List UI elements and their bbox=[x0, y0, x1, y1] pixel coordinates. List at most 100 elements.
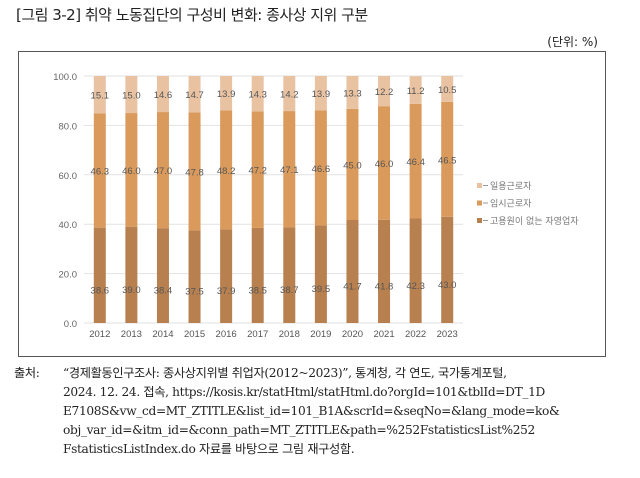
bar-segment bbox=[283, 76, 296, 112]
bar-segment bbox=[188, 76, 201, 113]
bar-segment bbox=[441, 76, 454, 102]
bar-segment bbox=[409, 76, 422, 104]
x-tick-label: 2015 bbox=[184, 329, 205, 340]
source-note: 출처: “경제활동인구조사: 종사상지위별 취업자(2012~2023)”, 통… bbox=[14, 364, 560, 459]
bar-segment bbox=[378, 106, 391, 220]
data-label: 13.9 bbox=[217, 89, 236, 100]
bar-segment bbox=[156, 228, 169, 323]
bar-segment bbox=[409, 218, 422, 323]
data-label: 43.0 bbox=[438, 280, 457, 291]
data-label: 41.8 bbox=[375, 281, 394, 292]
data-label: 13.3 bbox=[343, 88, 362, 99]
bar-segment bbox=[125, 113, 138, 227]
legend-label: 일용근로자 bbox=[490, 181, 532, 192]
data-label: 48.2 bbox=[217, 166, 236, 177]
source-line: obj_var_id=&itm_id=&conn_path=MT_ZTITLE&… bbox=[63, 423, 535, 437]
source-line: “경제활동인구조사: 종사상지위별 취업자(2012~2023)”, 통계청, … bbox=[63, 366, 507, 380]
bar-segment bbox=[220, 76, 233, 111]
y-tick-label: 60.0 bbox=[59, 171, 78, 182]
data-label: 39.5 bbox=[312, 284, 331, 295]
bar-segment bbox=[314, 76, 327, 111]
data-label: 47.1 bbox=[280, 165, 299, 176]
y-tick-label: 100.0 bbox=[53, 72, 77, 83]
bar-segment bbox=[314, 225, 327, 323]
source-line: 2024. 12. 24. 접속, https://kosis.kr/statH… bbox=[63, 385, 545, 399]
bar-segment bbox=[346, 220, 359, 323]
data-label: 47.0 bbox=[154, 166, 173, 177]
data-label: 13.9 bbox=[312, 89, 331, 100]
data-label: 37.5 bbox=[185, 287, 204, 298]
stacked-bar-chart: 0.0 20.0 40.0 60.0 80.0 100.0 38.6 46.3 15.1 2012… bbox=[53, 72, 579, 340]
x-tick-label: 2019 bbox=[310, 329, 331, 340]
y-tick-label: 80.0 bbox=[59, 121, 78, 132]
bar-segment bbox=[188, 112, 201, 231]
data-label: 37.9 bbox=[217, 286, 236, 297]
data-label: 38.5 bbox=[248, 285, 267, 296]
x-tick-label: 2016 bbox=[216, 329, 237, 340]
data-label: 14.3 bbox=[248, 90, 267, 101]
source-line: E7108S&vw_cd=MT_ZTITLE&list_id=101_B1A&s… bbox=[63, 404, 560, 418]
bar-segment bbox=[93, 227, 106, 323]
bar-segment bbox=[251, 76, 264, 112]
data-label: 14.2 bbox=[280, 90, 299, 101]
figure-title: [그림 3-2] 취약 노동집단의 구성비 변화: 종사상 지위 구분 bbox=[16, 6, 368, 24]
bar-segment bbox=[283, 227, 296, 323]
bar-segment bbox=[441, 101, 454, 217]
x-tick-label: 2023 bbox=[437, 329, 458, 340]
bar-segment bbox=[378, 219, 391, 323]
data-label: 47.2 bbox=[248, 166, 267, 177]
unit-label: (단위: %) bbox=[547, 35, 598, 49]
data-label: 11.2 bbox=[407, 86, 425, 97]
bar-segment bbox=[283, 111, 296, 228]
legend-swatch bbox=[477, 200, 482, 206]
bar-segment bbox=[314, 110, 327, 226]
data-label: 12.2 bbox=[375, 87, 394, 98]
data-label: 46.3 bbox=[91, 166, 110, 177]
data-label: 38.6 bbox=[91, 285, 110, 296]
bar-segment bbox=[220, 229, 233, 323]
source-line: FstatisticsListIndex.do 자료를 바탕으로 그림 재구성함… bbox=[63, 442, 355, 456]
bar-segment bbox=[93, 76, 106, 114]
data-label: 14.6 bbox=[154, 90, 173, 101]
x-tick-label: 2013 bbox=[121, 329, 142, 340]
bar-segment bbox=[93, 113, 106, 228]
bar-segment bbox=[441, 216, 454, 323]
data-label: 38.7 bbox=[280, 285, 299, 296]
bar-segment bbox=[251, 111, 264, 228]
bar-segment bbox=[125, 226, 138, 323]
data-label: 14.7 bbox=[185, 90, 204, 101]
chart-frame bbox=[18, 51, 606, 357]
bar-segment bbox=[346, 108, 359, 221]
legend-label: 임시근로자 bbox=[490, 198, 532, 210]
data-label: 46.5 bbox=[438, 155, 457, 166]
x-tick-label: 2018 bbox=[279, 329, 300, 340]
y-tick-label: 40.0 bbox=[59, 220, 78, 231]
legend-swatch bbox=[477, 218, 482, 223]
data-label: 45.0 bbox=[343, 160, 362, 171]
data-label: 46.6 bbox=[312, 164, 331, 175]
bar-segment bbox=[125, 76, 138, 114]
x-tick-label: 2012 bbox=[89, 329, 110, 340]
data-label: 15.0 bbox=[122, 91, 141, 102]
bar-segment bbox=[156, 112, 169, 229]
data-label: 41.7 bbox=[343, 282, 362, 293]
data-label: 38.4 bbox=[154, 286, 173, 297]
data-label: 15.1 bbox=[91, 91, 110, 102]
bar-segment bbox=[346, 76, 359, 109]
y-tick-label: 20.0 bbox=[59, 270, 78, 281]
bar-segment bbox=[156, 76, 169, 113]
x-tick-label: 2022 bbox=[405, 329, 426, 340]
data-label: 46.4 bbox=[406, 157, 425, 168]
x-tick-label: 2021 bbox=[373, 329, 394, 340]
x-tick-label: 2020 bbox=[342, 329, 363, 340]
data-label: 46.0 bbox=[122, 166, 141, 177]
data-label: 10.5 bbox=[438, 85, 457, 96]
legend-swatch bbox=[477, 183, 482, 188]
bar-segment bbox=[220, 110, 233, 230]
data-label: 42.3 bbox=[406, 281, 425, 292]
data-label: 46.0 bbox=[375, 159, 394, 170]
data-label: 39.0 bbox=[122, 285, 141, 296]
bar-segment bbox=[378, 76, 391, 107]
x-tick-label: 2014 bbox=[152, 329, 173, 340]
legend-label: 고용원이 없는 자영업자 bbox=[490, 216, 579, 227]
